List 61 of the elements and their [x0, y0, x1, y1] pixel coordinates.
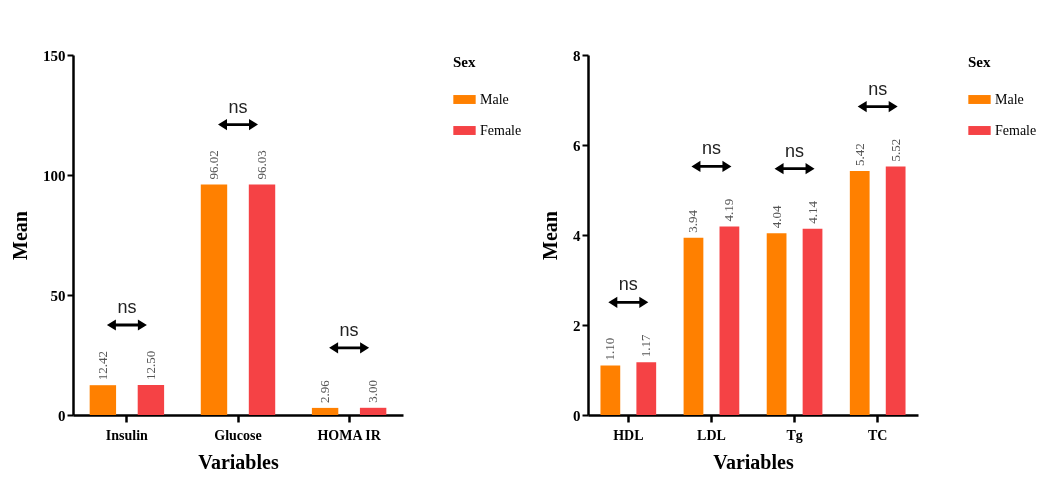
bar [802, 228, 823, 415]
bar [600, 365, 621, 415]
y-tick-label: 150 [43, 47, 66, 64]
data-label: 3.00 [365, 380, 381, 403]
bar [137, 385, 165, 415]
bar [719, 226, 740, 415]
bar [311, 407, 339, 415]
annotation: ns [701, 138, 721, 159]
data-label: 1.17 [638, 334, 654, 358]
legend-label: Male [995, 91, 1024, 107]
bar [89, 385, 117, 415]
y-tick-label: 8 [573, 47, 581, 64]
x-axis-title: Variables [198, 450, 279, 473]
bar [683, 237, 704, 415]
data-label: 96.03 [254, 150, 270, 180]
annotation: ns [785, 140, 805, 161]
x-tick-label: Glucose [214, 427, 262, 443]
bar [766, 233, 787, 415]
y-tick-label: 0 [58, 407, 66, 424]
legend-label: Male [480, 91, 509, 107]
y-tick-label: 2 [573, 317, 581, 334]
data-label: 1.10 [602, 337, 618, 361]
annotation: ns [868, 78, 888, 99]
y-tick-label: 100 [43, 167, 66, 184]
data-label: 12.50 [142, 350, 158, 380]
data-label: 5.52 [887, 138, 903, 162]
x-tick-label: HOMA IR [317, 427, 382, 443]
annotation: ns [339, 319, 359, 340]
legend-label: Female [480, 122, 522, 138]
bar [248, 184, 276, 415]
y-axis-title: Mean [9, 211, 31, 260]
y-axis-title: Mean [539, 211, 561, 260]
bar [636, 362, 657, 415]
y-tick-label: 0 [573, 407, 581, 424]
data-label: 4.19 [721, 198, 737, 222]
bar [849, 171, 870, 415]
data-label: 3.94 [685, 209, 701, 233]
bar [885, 166, 906, 415]
x-tick-label: LDL [697, 427, 726, 443]
x-tick-label: Tg [786, 427, 803, 443]
data-label: 4.14 [804, 200, 820, 224]
bar [359, 407, 387, 415]
y-tick-label: 6 [573, 137, 581, 154]
x-tick-label: TC [867, 427, 888, 443]
x-tick-label: HDL [613, 427, 644, 443]
x-tick-label: Insulin [105, 427, 149, 443]
y-tick-label: 4 [573, 227, 581, 244]
x-axis-title: Variables [713, 450, 794, 473]
y-tick-label: 50 [50, 287, 66, 304]
bar [200, 184, 228, 415]
data-label: 96.02 [205, 150, 221, 180]
data-label: 12.42 [94, 350, 110, 381]
data-label: 2.96 [317, 379, 333, 403]
legend-title: Sex [453, 54, 476, 70]
annotation: ns [228, 96, 248, 117]
data-label: 5.42 [851, 143, 867, 167]
data-label: 4.04 [768, 204, 784, 229]
annotation: ns [117, 297, 137, 317]
annotation: ns [618, 274, 638, 295]
legend-label: Female [995, 122, 1037, 138]
legend-title: Sex [968, 54, 991, 70]
